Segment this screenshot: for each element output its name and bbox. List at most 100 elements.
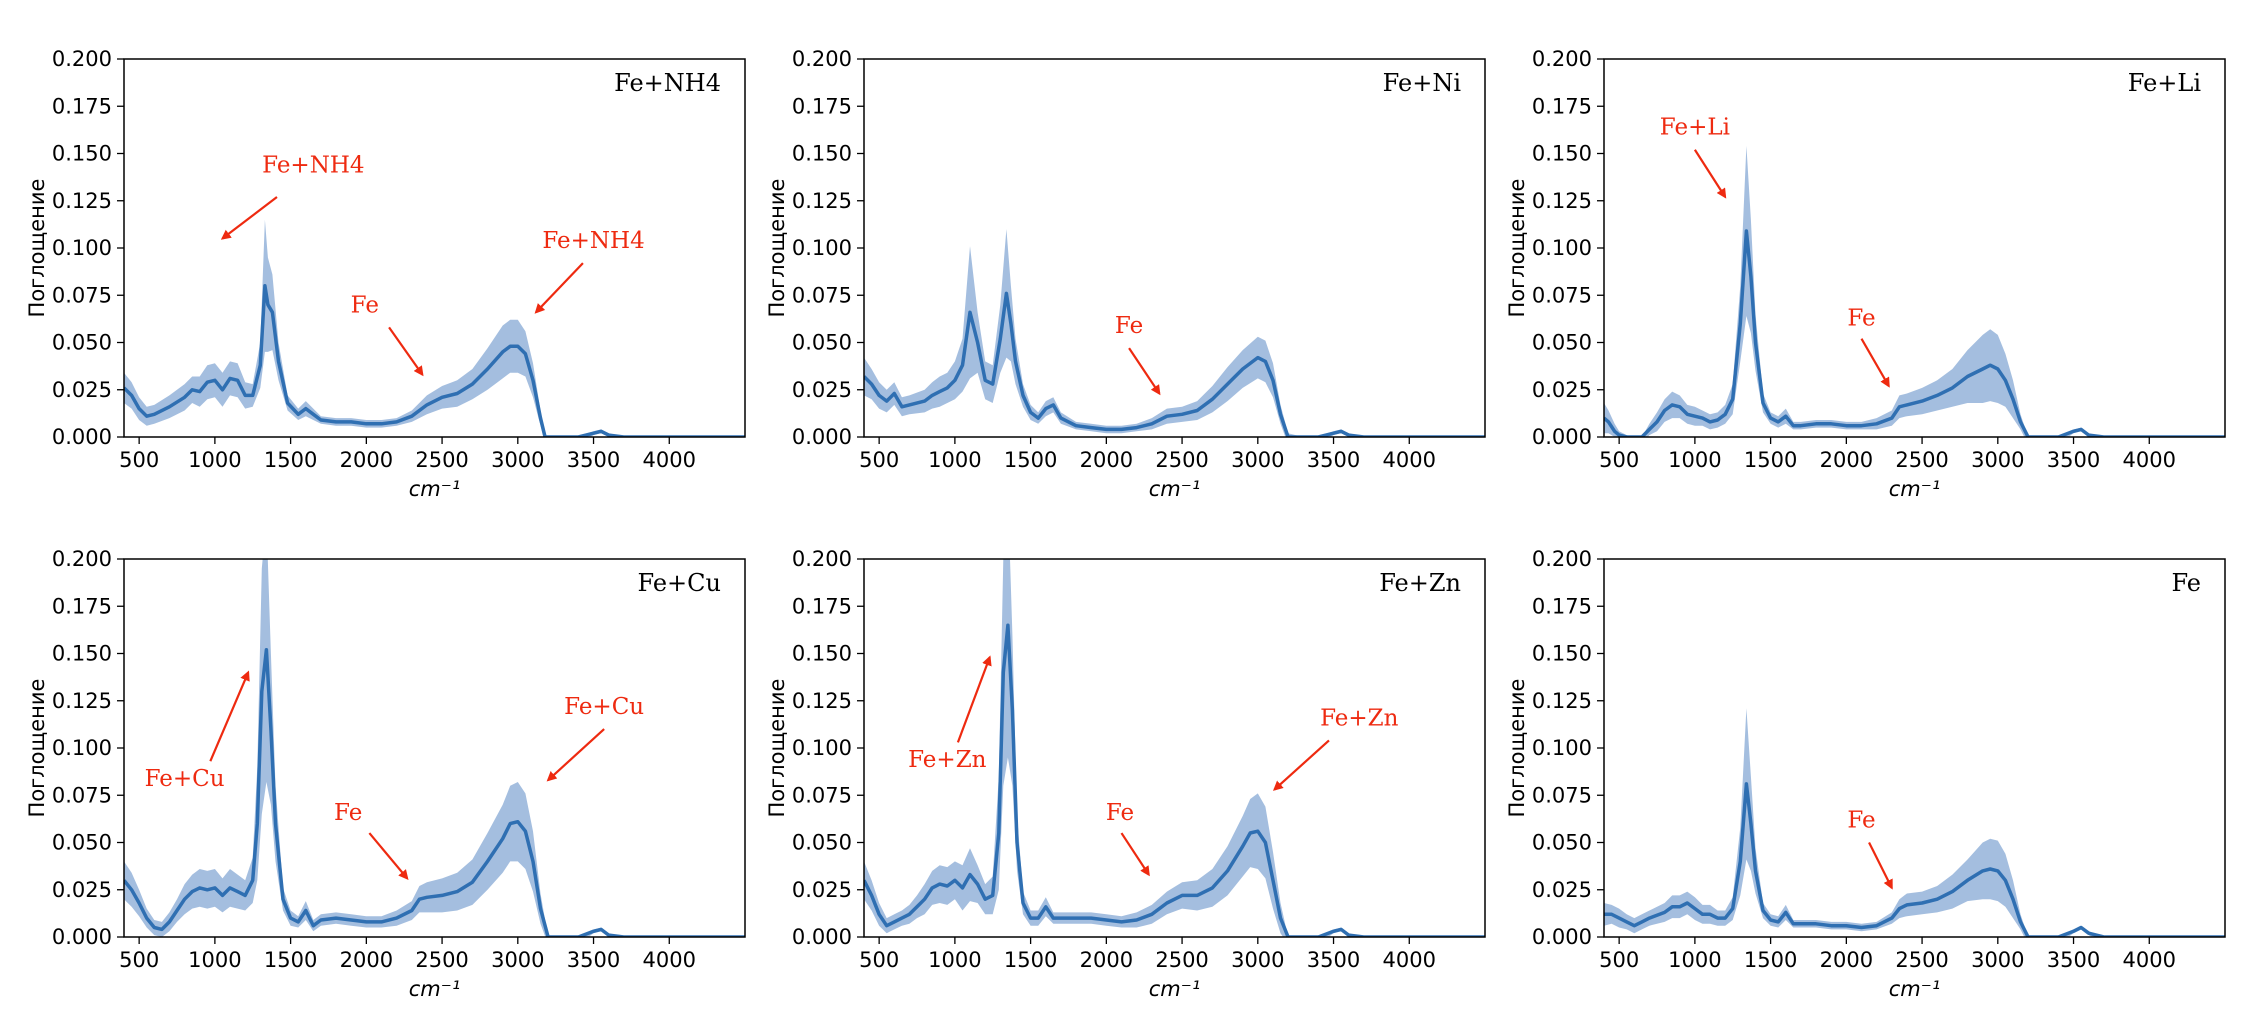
x-tick-label: 4000 xyxy=(643,948,696,972)
x-tick-label: 3000 xyxy=(491,948,544,972)
x-tick-label: 3000 xyxy=(491,448,544,472)
std-band xyxy=(864,229,1485,437)
x-tick-label: 500 xyxy=(1599,948,1639,972)
annotation-label: Fe xyxy=(334,800,362,826)
x-tick-label: 500 xyxy=(119,948,159,972)
y-tick-label: 0.175 xyxy=(1532,594,1592,618)
x-tick-label: 4000 xyxy=(2123,448,2176,472)
x-tick-label: 4000 xyxy=(643,448,696,472)
annotation-arrow xyxy=(1693,149,1727,199)
y-tick-label: 0.175 xyxy=(792,94,852,118)
y-tick-label: 0.200 xyxy=(792,547,852,571)
y-tick-label: 0.025 xyxy=(52,378,112,402)
std-band xyxy=(124,219,745,437)
mean-line xyxy=(124,647,745,937)
x-tick-label: 3000 xyxy=(1231,948,1284,972)
x-axis-label: cm⁻¹ xyxy=(1889,977,1941,1001)
y-tick-label: 0.000 xyxy=(792,425,852,449)
y-tick-label: 0.075 xyxy=(1532,283,1592,307)
annotation-arrow xyxy=(534,262,584,314)
x-tick-label: 2000 xyxy=(340,948,393,972)
x-tick-label: 1500 xyxy=(264,448,317,472)
y-tick-label: 0.025 xyxy=(1532,378,1592,402)
y-tick-label: 0.050 xyxy=(1532,831,1592,855)
chart-panel: 500 1000 1500 2000 2500 3000 3500 4000 0.000 0.02… xyxy=(1505,47,2226,501)
y-axis-label: Поглощение xyxy=(1505,179,1529,318)
annotation-label: Fe xyxy=(1115,313,1143,339)
x-tick-label: 2000 xyxy=(1820,948,1873,972)
annotation-arrow xyxy=(956,655,992,743)
annotation-label: Fe xyxy=(1106,800,1134,826)
y-tick-label: 0.125 xyxy=(1532,689,1592,713)
x-tick-label: 2500 xyxy=(415,948,468,972)
x-tick-label: 1500 xyxy=(1004,948,1057,972)
y-tick-label: 0.125 xyxy=(792,189,852,213)
x-tick-label: 3000 xyxy=(1971,448,2024,472)
annotation-arrow xyxy=(1868,842,1893,890)
x-tick-label: 3500 xyxy=(567,948,620,972)
x-tick-label: 3500 xyxy=(1307,448,1360,472)
y-tick-label: 0.050 xyxy=(52,831,112,855)
y-tick-label: 0.125 xyxy=(52,689,112,713)
y-tick-label: 0.075 xyxy=(52,783,112,807)
y-tick-label: 0.100 xyxy=(52,736,112,760)
y-tick-label: 0.050 xyxy=(52,331,112,355)
x-axis-label: cm⁻¹ xyxy=(1889,477,1941,501)
y-tick-label: 0.100 xyxy=(52,236,112,260)
y-tick-label: 0.025 xyxy=(792,378,852,402)
x-tick-label: 4000 xyxy=(1383,448,1436,472)
annotation-arrow xyxy=(1128,347,1161,396)
y-tick-label: 0.175 xyxy=(792,594,852,618)
x-tick-label: 500 xyxy=(1599,448,1639,472)
y-tick-label: 0.125 xyxy=(52,189,112,213)
y-tick-label: 0.100 xyxy=(792,736,852,760)
mean-line xyxy=(864,291,1485,437)
x-tick-label: 1500 xyxy=(1744,448,1797,472)
x-tick-label: 3000 xyxy=(1971,948,2024,972)
x-tick-label: 2500 xyxy=(1895,948,1948,972)
y-tick-label: 0.050 xyxy=(792,331,852,355)
x-axis-label: cm⁻¹ xyxy=(409,477,461,501)
annotation-arrow xyxy=(209,670,250,762)
y-axis-label: Поглощение xyxy=(765,179,789,318)
mean-line xyxy=(864,623,1485,937)
y-tick-label: 0.150 xyxy=(792,642,852,666)
annotation-label: Fe+Zn xyxy=(1320,705,1399,731)
y-tick-label: 0.200 xyxy=(792,47,852,71)
y-tick-label: 0.000 xyxy=(1532,425,1592,449)
y-tick-label: 0.075 xyxy=(1532,783,1592,807)
x-tick-label: 3500 xyxy=(2047,948,2100,972)
y-tick-label: 0.125 xyxy=(792,689,852,713)
x-tick-label: 2500 xyxy=(1155,948,1208,972)
annotation-arrow xyxy=(1272,739,1330,791)
y-tick-label: 0.025 xyxy=(792,878,852,902)
std-band xyxy=(1604,145,2225,437)
plot-frame xyxy=(1603,558,2226,938)
x-axis-label: cm⁻¹ xyxy=(409,977,461,1001)
x-tick-label: 3000 xyxy=(1231,448,1284,472)
y-axis-label: Поглощение xyxy=(765,679,789,818)
panel-title: Fe+Zn xyxy=(1379,569,1461,597)
x-tick-label: 3500 xyxy=(1307,948,1360,972)
y-tick-label: 0.175 xyxy=(52,94,112,118)
x-tick-label: 2500 xyxy=(1155,448,1208,472)
std-band xyxy=(124,559,745,937)
y-tick-label: 0.150 xyxy=(1532,142,1592,166)
annotation-label: Fe xyxy=(351,292,379,318)
y-tick-label: 0.075 xyxy=(792,783,852,807)
x-axis-label: cm⁻¹ xyxy=(1149,977,1201,1001)
x-tick-label: 3500 xyxy=(567,448,620,472)
y-tick-label: 0.000 xyxy=(52,425,112,449)
y-tick-label: 0.125 xyxy=(1532,189,1592,213)
annotation-label: Fe+Cu xyxy=(564,694,644,720)
annotation-arrow xyxy=(388,326,424,377)
x-tick-label: 4000 xyxy=(1383,948,1436,972)
annotation-arrow xyxy=(220,196,278,240)
annotation-arrow xyxy=(546,728,605,782)
y-tick-label: 0.025 xyxy=(1532,878,1592,902)
y-tick-label: 0.000 xyxy=(1532,925,1592,949)
x-tick-label: 3500 xyxy=(2047,448,2100,472)
chart-panel: 500 1000 1500 2000 2500 3000 3500 4000 0.000 0.02… xyxy=(25,47,746,501)
x-tick-label: 1000 xyxy=(188,948,241,972)
